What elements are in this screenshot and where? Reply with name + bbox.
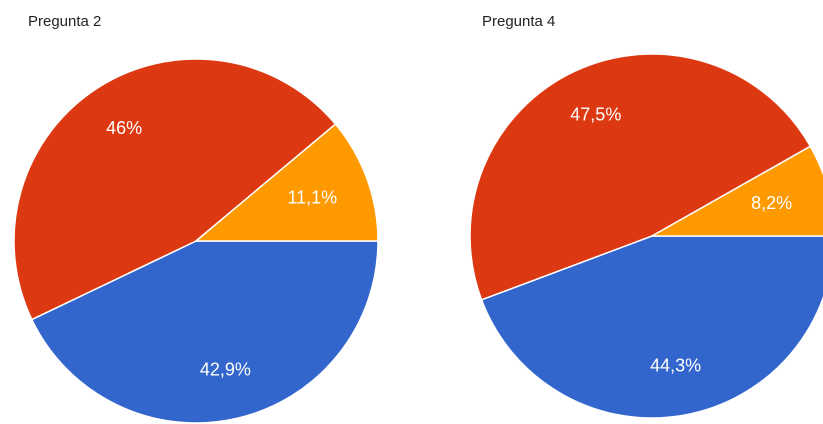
data-label: 46% xyxy=(106,118,142,138)
chart-title: Pregunta 2 xyxy=(28,13,101,30)
pie-slice xyxy=(480,235,823,419)
data-label: 8,2% xyxy=(751,193,792,213)
pie-slice xyxy=(13,58,337,321)
pie-slice xyxy=(193,123,379,242)
pie-slice xyxy=(30,240,379,424)
data-label: 42,9% xyxy=(200,359,251,379)
pie-slice xyxy=(649,145,823,237)
data-label: 11,1% xyxy=(287,187,337,207)
pie-slice xyxy=(469,53,812,301)
data-label: 47,5% xyxy=(570,104,621,124)
chart-title: Pregunta 4 xyxy=(482,13,555,30)
data-label: 44,3% xyxy=(650,355,701,375)
